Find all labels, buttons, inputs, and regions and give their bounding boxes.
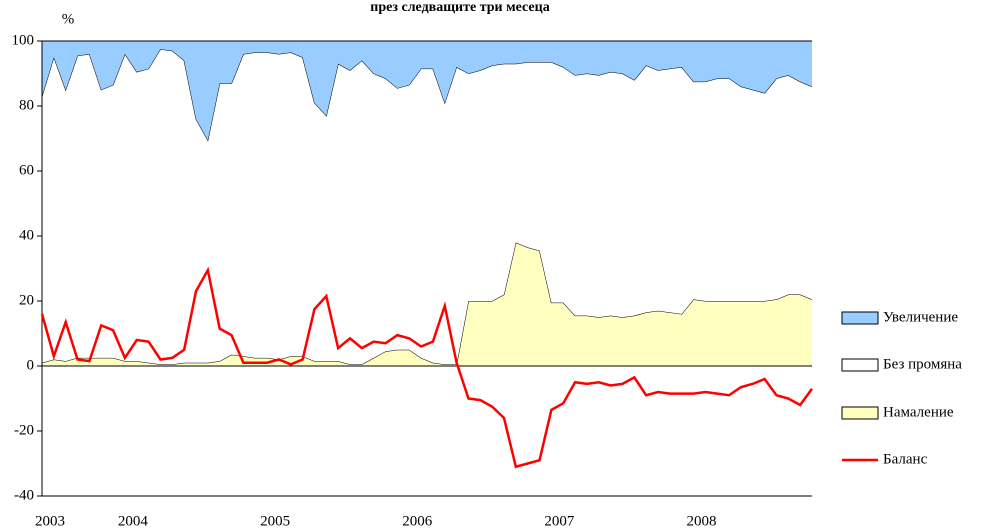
- y-tick-label: -20: [14, 422, 34, 438]
- legend-label: Увеличение: [883, 309, 958, 325]
- legend-label: Без промяна: [883, 356, 962, 372]
- x-tick-label: 2003: [35, 513, 65, 529]
- y-tick-label: 20: [19, 292, 34, 308]
- chart-title: през следващите три месеца: [370, 0, 549, 15]
- y-tick-label: 40: [19, 227, 34, 243]
- legend-label: Намаление: [883, 404, 954, 420]
- x-tick-label: 2008: [687, 513, 717, 529]
- area-segment: [42, 41, 812, 141]
- y-tick-label: 80: [19, 97, 34, 113]
- y-tick-label: 100: [12, 32, 35, 48]
- legend-swatch: [841, 406, 879, 420]
- legend-swatch: [841, 358, 879, 372]
- balance-line: [40, 266, 814, 469]
- legend-label: Баланс: [883, 451, 928, 467]
- x-tick-label: 2005: [260, 513, 290, 529]
- y-tick-label: -40: [14, 487, 34, 503]
- area-segment: [42, 242, 812, 366]
- y-tick-label: 60: [19, 162, 34, 178]
- y-tick-label: 0: [27, 357, 35, 373]
- legend-swatch: [841, 311, 879, 325]
- area-segment: [42, 49, 812, 365]
- x-tick-label: 2006: [402, 513, 433, 529]
- y-axis-label: %: [62, 11, 75, 27]
- x-tick-label: 2007: [544, 513, 575, 529]
- x-tick-label: 2004: [118, 513, 149, 529]
